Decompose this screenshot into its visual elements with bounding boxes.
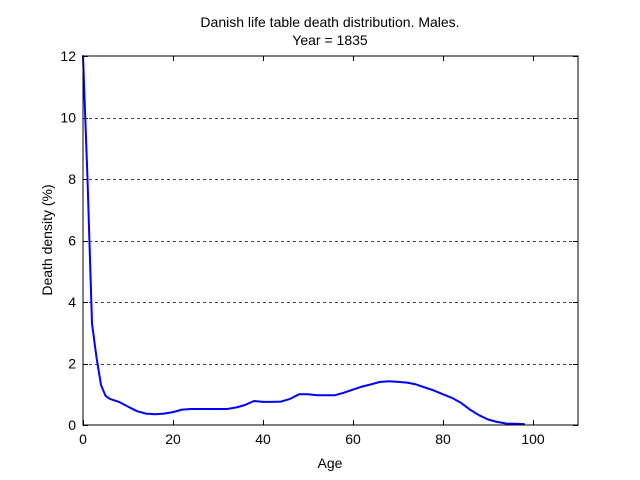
x-axis-label: Age <box>318 455 343 471</box>
x-tick-label: 80 <box>435 431 451 447</box>
chart-subtitle: Year = 1835 <box>292 32 368 48</box>
y-tick-label: 4 <box>68 294 76 310</box>
y-tick-label: 2 <box>68 356 76 372</box>
x-tick-label: 0 <box>79 431 87 447</box>
axes-box <box>82 55 579 426</box>
x-tick-label: 60 <box>345 431 361 447</box>
y-tick-label: 10 <box>60 110 76 126</box>
y-tick-label: 8 <box>68 171 76 187</box>
y-axis-label: Death density (%) <box>39 184 55 295</box>
x-tick-label: 100 <box>521 431 545 447</box>
plot-area <box>83 56 578 425</box>
y-tick-labels: 0 2 4 6 8 10 12 <box>60 48 76 433</box>
grid-lines <box>83 118 578 365</box>
x-tick-label: 40 <box>255 431 271 447</box>
death-density-line <box>82 55 525 426</box>
series-layer <box>82 55 525 426</box>
chart-title: Danish life table death distribution. Ma… <box>200 14 459 30</box>
y-tick-label: 0 <box>68 417 76 433</box>
x-tick-labels: 0 20 40 60 80 100 <box>79 431 545 447</box>
y-tick-label: 6 <box>68 233 76 249</box>
y-tick-label: 12 <box>60 48 76 64</box>
x-tick-label: 20 <box>165 431 181 447</box>
